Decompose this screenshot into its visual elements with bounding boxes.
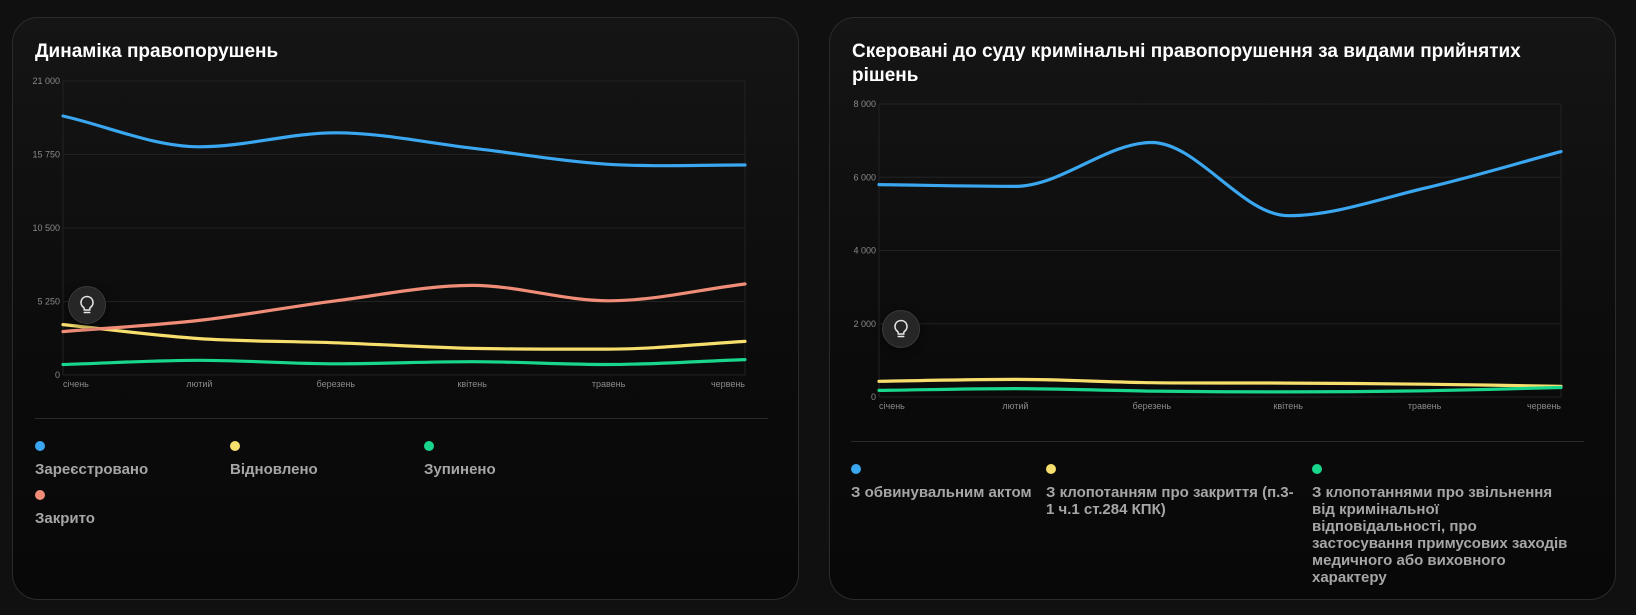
y-tick-label: 0 xyxy=(55,370,60,380)
legend-divider xyxy=(851,441,1584,442)
x-tick-label: квітень xyxy=(457,379,487,389)
x-tick-label: червень xyxy=(711,379,745,389)
x-tick-label: лютий xyxy=(186,379,212,389)
x-tick-label: березень xyxy=(317,379,356,389)
y-tick-label: 4 000 xyxy=(853,246,876,256)
y-tick-label: 10 500 xyxy=(32,223,60,233)
x-tick-label: червень xyxy=(1527,401,1561,411)
legend-divider xyxy=(35,418,768,419)
chart-title: Динаміка правопорушень xyxy=(35,41,279,62)
x-tick-label: січень xyxy=(879,401,905,411)
series-line xyxy=(877,377,1563,388)
series-line xyxy=(61,114,747,168)
x-tick-label: лютий xyxy=(1002,401,1028,411)
y-tick-label: 0 xyxy=(871,392,876,402)
chart-card-dynamics: Динаміка правопорушень 0 5 250 10 500 15 75… xyxy=(12,17,799,600)
y-tick-label: 15 750 xyxy=(32,150,60,160)
legend-dot xyxy=(230,441,240,451)
legend-label: З клопотаннями про звільнення від кримін… xyxy=(1312,484,1568,586)
legend-label: Зареєстровано xyxy=(35,461,149,478)
lightbulb-glyph xyxy=(80,295,94,314)
series-line xyxy=(877,140,1563,218)
legend-dot xyxy=(424,441,434,451)
y-tick-label: 6 000 xyxy=(853,172,876,182)
x-tick-label: травень xyxy=(1408,401,1442,411)
x-tick-label: квітень xyxy=(1273,401,1303,411)
legend-label: Зупинено xyxy=(424,461,496,478)
y-tick-label: 21 000 xyxy=(32,76,60,86)
y-tick-label: 8 000 xyxy=(853,99,876,109)
legend-label: Відновлено xyxy=(230,461,318,478)
legend-dot xyxy=(851,464,861,474)
legend-dot xyxy=(35,490,45,500)
lightbulb-icon[interactable] xyxy=(68,286,106,324)
legend-label: Закрито xyxy=(35,510,95,527)
legend-dot xyxy=(1312,464,1322,474)
legend-label: З клопотанням про закриття (п.3-1 ч.1 ст… xyxy=(1046,484,1294,518)
x-tick-label: січень xyxy=(63,379,89,389)
chart-title: Скеровані до суду кримінальні правопоруш… xyxy=(852,41,1521,86)
series-line xyxy=(61,323,747,351)
x-tick-label: травень xyxy=(592,379,626,389)
lightbulb-glyph xyxy=(894,319,908,338)
y-tick-label: 5 250 xyxy=(37,297,60,307)
lightbulb-icon[interactable] xyxy=(882,310,920,348)
legend-dot xyxy=(1046,464,1056,474)
series-line xyxy=(61,282,747,334)
line-chart-dynamics: 0 5 250 10 500 15 750 21 000 січень лютий берез… xyxy=(32,76,747,389)
line-chart-court: 0 2 000 4 000 6 000 8 000 січень лютий березень… xyxy=(853,99,1563,411)
y-tick-label: 2 000 xyxy=(853,319,876,329)
x-tick-label: березень xyxy=(1133,401,1172,411)
legend-label: З обвинувальним актом xyxy=(851,484,1032,501)
series-line xyxy=(61,358,747,367)
series-line xyxy=(877,385,1563,394)
chart-card-court: Скеровані до суду кримінальні правопоруш… xyxy=(829,17,1616,600)
legend-dot xyxy=(35,441,45,451)
